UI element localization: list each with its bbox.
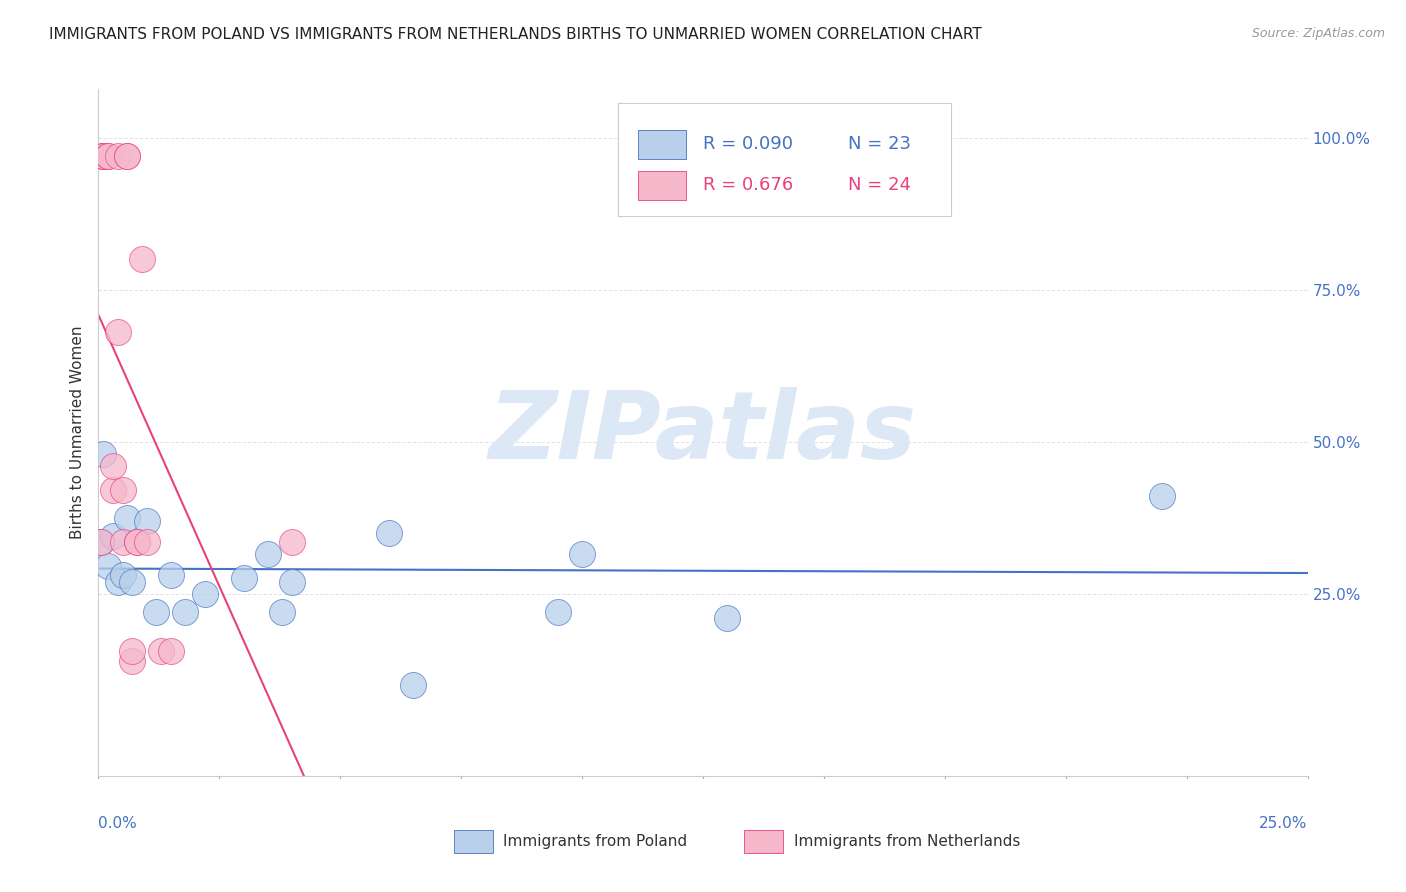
Point [716, 611, 738, 625]
Point [145, 605, 167, 619]
Point [271, 605, 294, 619]
Point [281, 574, 304, 589]
Point [101, 483, 124, 498]
Point [111, 483, 134, 498]
Point [91, 149, 114, 163]
Point [131, 252, 153, 267]
Point [91, 149, 114, 163]
Point [377, 525, 399, 540]
Point [90, 535, 112, 549]
Point [111, 535, 134, 549]
Point [281, 535, 304, 549]
FancyBboxPatch shape [638, 171, 686, 200]
Point [121, 574, 143, 589]
Point [135, 535, 157, 549]
Text: N = 23: N = 23 [848, 136, 911, 153]
Point [135, 514, 157, 528]
Y-axis label: Births to Unmarried Women: Births to Unmarried Women [69, 326, 84, 540]
Point [91, 149, 114, 163]
FancyBboxPatch shape [744, 830, 783, 853]
FancyBboxPatch shape [638, 129, 686, 159]
Text: N = 24: N = 24 [848, 177, 911, 194]
Point [571, 547, 593, 561]
Text: IMMIGRANTS FROM POLAND VS IMMIGRANTS FROM NETHERLANDS BIRTHS TO UNMARRIED WOMEN : IMMIGRANTS FROM POLAND VS IMMIGRANTS FRO… [49, 27, 981, 42]
Point [97, 149, 120, 163]
Point [160, 568, 183, 582]
FancyBboxPatch shape [619, 103, 950, 216]
Text: 25.0%: 25.0% [1260, 816, 1308, 830]
Point [97, 149, 120, 163]
Point [121, 654, 143, 668]
Point [121, 644, 143, 658]
Point [1152, 490, 1174, 504]
FancyBboxPatch shape [454, 830, 492, 853]
Point [232, 572, 254, 586]
Point [91, 447, 114, 461]
Point [117, 510, 139, 524]
Point [174, 605, 197, 619]
Text: ZIPatlas: ZIPatlas [489, 386, 917, 479]
Point [107, 574, 129, 589]
Point [101, 458, 124, 473]
Point [91, 149, 114, 163]
Text: Immigrants from Poland: Immigrants from Poland [503, 834, 688, 849]
Text: R = 0.676: R = 0.676 [703, 177, 793, 194]
Point [402, 678, 425, 692]
Point [547, 605, 569, 619]
Point [107, 149, 129, 163]
Point [97, 559, 120, 574]
Text: Source: ZipAtlas.com: Source: ZipAtlas.com [1251, 27, 1385, 40]
Point [107, 326, 129, 340]
Point [117, 149, 139, 163]
Text: Immigrants from Netherlands: Immigrants from Netherlands [793, 834, 1021, 849]
Point [150, 644, 173, 658]
Text: 0.0%: 0.0% [98, 816, 138, 830]
Point [101, 529, 124, 543]
Point [194, 587, 217, 601]
Point [127, 535, 149, 549]
Point [256, 547, 278, 561]
Point [90, 535, 112, 549]
Point [127, 535, 149, 549]
Point [111, 568, 134, 582]
Point [160, 644, 183, 658]
Point [117, 149, 139, 163]
Text: R = 0.090: R = 0.090 [703, 136, 793, 153]
